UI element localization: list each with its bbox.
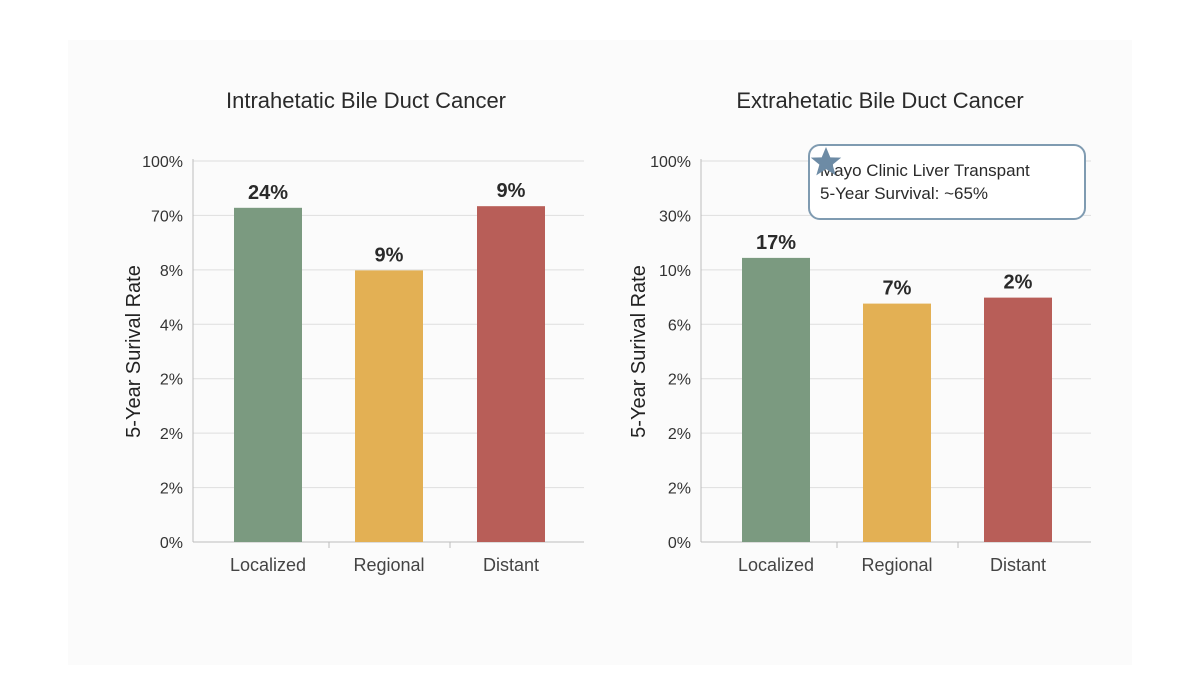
chart-2-y-axis-label: 5-Year Surival Rate (628, 265, 650, 438)
chart-2-category-label-distant: Distant (990, 555, 1046, 575)
chart-1-data-label-regional: 9% (375, 244, 404, 266)
callout-line-2: 5-Year Survival: ~65% (820, 184, 989, 203)
chart-2-y-tick-label: 10% (659, 263, 691, 280)
chart-1-y-tick-label: 4% (160, 317, 183, 334)
chart-2-bar-regional (863, 303, 931, 542)
chart-1-y-tick-label: 70% (151, 208, 183, 225)
chart-1-y-tick-label: 2% (160, 372, 183, 389)
chart-1-category-label-localized: Localized (230, 555, 306, 575)
chart-2-category-label-localized: Localized (738, 555, 814, 575)
chart-1-y-tick-label: 8% (160, 263, 183, 280)
chart-1-category-label-regional: Regional (353, 555, 424, 575)
star-icon (810, 147, 842, 176)
chart-1-title: Intrahetatic Bile Duct Cancer (226, 88, 506, 113)
chart-1-y-axis-label: 5-Year Surival Rate (123, 265, 145, 438)
chart-2-data-label-regional: 7% (883, 278, 912, 300)
chart-1-data-label-localized: 24% (248, 182, 288, 204)
callout-line-1: Mayo Clinic Liver Transpant (820, 161, 1030, 180)
chart-1-bar-localized (234, 207, 302, 542)
chart-2-y-tick-label: 100% (650, 154, 691, 171)
chart-1-y-tick-label: 2% (160, 481, 183, 498)
callout-text: Mayo Clinic Liver Transpant 5-Year Survi… (820, 159, 1030, 205)
chart-2-category-label-regional: Regional (861, 555, 932, 575)
chart-1-y-tick-label: 2% (160, 426, 183, 443)
chart-2-y-tick-label: 2% (668, 481, 691, 498)
chart-1-category-label-distant: Distant (483, 555, 539, 575)
chart-2-y-tick-label: 30% (659, 208, 691, 225)
chart-2-y-tick-label: 6% (668, 317, 691, 334)
chart-2-bar-localized (742, 257, 810, 542)
chart-1-y-tick-label: 0% (160, 535, 183, 552)
chart-2-y-tick-label: 2% (668, 426, 691, 443)
chart-1-y-tick-label: 100% (142, 154, 183, 171)
chart-2-data-label-distant: 2% (1004, 272, 1033, 294)
chart-1-bar-distant (477, 206, 545, 542)
chart-2-y-tick-label: 2% (668, 372, 691, 389)
chart-1-bar-regional (355, 270, 423, 542)
mayo-callout-box: Mayo Clinic Liver Transpant 5-Year Survi… (808, 144, 1086, 220)
chart-2-bar-distant (984, 297, 1052, 542)
chart-2-title: Extrahetatic Bile Duct Cancer (736, 88, 1023, 113)
chart-1-data-label-distant: 9% (497, 180, 526, 202)
chart-2-y-tick-label: 0% (668, 535, 691, 552)
chart-2-data-label-localized: 17% (756, 232, 796, 254)
